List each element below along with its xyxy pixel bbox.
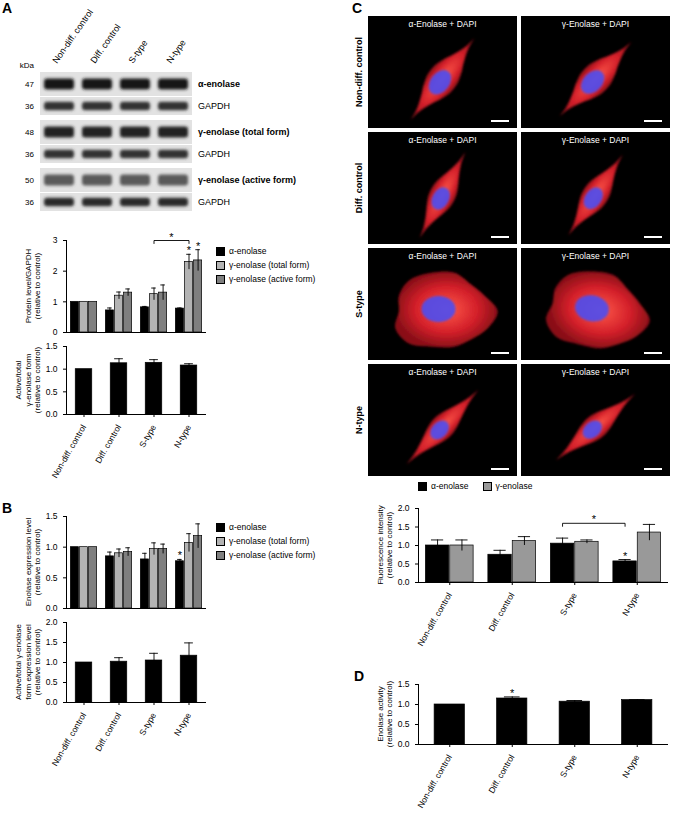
svg-text:*: *	[623, 550, 628, 562]
svg-text:36: 36	[25, 102, 34, 111]
svg-text:N-type: N-type	[620, 591, 641, 618]
svg-text:2.0: 2.0	[46, 617, 58, 627]
svg-text:N-type: N-type	[164, 38, 187, 65]
html-text:C: C	[352, 0, 363, 16]
svg-text:Protein level/GAPDH(relative t: Protein level/GAPDH(relative to control)	[24, 248, 43, 323]
svg-text:1.5: 1.5	[398, 679, 410, 689]
html-text:A: A	[2, 0, 13, 16]
svg-text:0.0: 0.0	[46, 697, 58, 707]
svg-text:GAPDH: GAPDH	[198, 197, 230, 207]
svg-text:Enolase activity(relative to c: Enolase activity(relative to control)	[376, 681, 395, 748]
svg-text:GAPDH: GAPDH	[198, 101, 230, 111]
html-text:α-enolase: α-enolase	[229, 522, 267, 532]
svg-text:Diff. control: Diff. control	[354, 163, 364, 214]
svg-text:Fluorescence intensity(relativ: Fluorescence intensity(relative to contr…	[376, 505, 395, 585]
svg-text:α-Enolase + DAPI: α-Enolase + DAPI	[409, 251, 477, 261]
html-text:γ-enolase: γ-enolase	[495, 481, 533, 491]
html-text:γ-enolase (total form): γ-enolase (total form)	[229, 536, 310, 546]
svg-text:*: *	[169, 231, 174, 243]
svg-text:*: *	[510, 687, 515, 699]
svg-text:Non-diff. control: Non-diff. control	[415, 591, 454, 648]
svg-text:0.5: 0.5	[46, 387, 58, 397]
svg-text:0.5: 0.5	[398, 559, 410, 569]
svg-text:1.5: 1.5	[46, 511, 58, 521]
html-text:γ-enolase (active form): γ-enolase (active form)	[229, 550, 316, 560]
svg-text:0.0: 0.0	[398, 739, 410, 749]
svg-text:N-type: N-type	[620, 753, 641, 780]
svg-text:Non-diff. control: Non-diff. control	[49, 423, 88, 480]
svg-text:Non-diff. control: Non-diff. control	[49, 711, 88, 768]
svg-text:S-type: S-type	[137, 423, 158, 450]
svg-text:S-type: S-type	[354, 290, 364, 318]
svg-text:36: 36	[25, 198, 34, 207]
svg-text:48: 48	[25, 128, 34, 137]
svg-text:S-type: S-type	[558, 753, 579, 780]
html-text:B: B	[2, 500, 13, 516]
svg-text:1: 1	[53, 297, 58, 307]
svg-text:α-Enolase + DAPI: α-Enolase + DAPI	[409, 19, 477, 29]
svg-text:*: *	[178, 549, 183, 561]
html-text:α-enolase: α-enolase	[229, 246, 267, 256]
svg-text:γ-Enolase + DAPI: γ-Enolase + DAPI	[562, 19, 629, 29]
svg-text:Non-diff. control: Non-diff. control	[415, 753, 454, 810]
svg-text:2: 2	[53, 266, 58, 276]
svg-text:GAPDH: GAPDH	[198, 149, 230, 159]
svg-text:N-type: N-type	[172, 711, 193, 738]
svg-text:0.0: 0.0	[46, 603, 58, 613]
svg-text:36: 36	[25, 150, 34, 159]
svg-text:*: *	[187, 244, 192, 256]
svg-text:1.0: 1.0	[398, 540, 410, 550]
svg-text:Diff. control: Diff. control	[486, 753, 516, 795]
svg-text:Non-diff. control: Non-diff. control	[354, 37, 364, 107]
svg-text:0: 0	[53, 327, 58, 337]
svg-text:S-type: S-type	[126, 38, 149, 65]
html-text:D: D	[354, 668, 365, 684]
svg-text:S-type: S-type	[558, 591, 579, 618]
svg-text:Enolase expression level(relat: Enolase expression level(relative to con…	[24, 518, 43, 607]
svg-text:0.5: 0.5	[46, 573, 58, 583]
svg-text:Diff. control: Diff. control	[486, 591, 516, 633]
html-text:α-enolase: α-enolase	[431, 481, 469, 491]
svg-text:1.0: 1.0	[398, 699, 410, 709]
svg-text:γ-Enolase + DAPI: γ-Enolase + DAPI	[562, 251, 629, 261]
svg-text:1.5: 1.5	[398, 522, 410, 532]
svg-text:47: 47	[25, 80, 34, 89]
svg-text:γ-enolase (active form): γ-enolase (active form)	[198, 175, 296, 185]
svg-text:Diff. control: Diff. control	[93, 711, 123, 753]
svg-text:Active/total γ-enolaseform exp: Active/total γ-enolaseform expression le…	[14, 623, 42, 700]
svg-text:γ-Enolase + DAPI: γ-Enolase + DAPI	[562, 135, 629, 145]
svg-text:1.0: 1.0	[46, 364, 58, 374]
svg-text:1.5: 1.5	[46, 637, 58, 647]
svg-text:N-type: N-type	[172, 423, 193, 450]
svg-text:kDa: kDa	[20, 61, 35, 70]
svg-text:0.0: 0.0	[398, 577, 410, 587]
svg-text:2.0: 2.0	[398, 503, 410, 513]
svg-text:γ-Enolase + DAPI: γ-Enolase + DAPI	[562, 367, 629, 377]
svg-text:*: *	[592, 513, 597, 525]
svg-text:0.5: 0.5	[398, 719, 410, 729]
svg-text:1.0: 1.0	[46, 657, 58, 667]
svg-text:Diff. control: Diff. control	[93, 423, 123, 465]
svg-text:*: *	[196, 240, 201, 252]
svg-text:50: 50	[25, 176, 34, 185]
svg-text:Non-diff. control: Non-diff. control	[50, 7, 95, 65]
html-text:γ-enolase (total form): γ-enolase (total form)	[229, 260, 310, 270]
svg-text:α-Enolase + DAPI: α-Enolase + DAPI	[409, 135, 477, 145]
svg-text:γ-enolase (total form): γ-enolase (total form)	[198, 127, 290, 137]
svg-text:S-type: S-type	[137, 711, 158, 738]
svg-text:α-enolase: α-enolase	[198, 79, 240, 89]
svg-text:3: 3	[53, 235, 58, 245]
svg-text:Diff. control: Diff. control	[88, 22, 122, 65]
svg-text:1.5: 1.5	[46, 341, 58, 351]
html-text:γ-enolase (active form): γ-enolase (active form)	[229, 274, 316, 284]
svg-text:α-Enolase + DAPI: α-Enolase + DAPI	[409, 367, 477, 377]
svg-text:0.5: 0.5	[46, 677, 58, 687]
svg-text:N-type: N-type	[354, 406, 364, 434]
svg-text:1.0: 1.0	[46, 542, 58, 552]
svg-text:0.0: 0.0	[46, 409, 58, 419]
svg-text:Active/totalγ-enolase form(rel: Active/totalγ-enolase form(relative to c…	[14, 347, 42, 414]
